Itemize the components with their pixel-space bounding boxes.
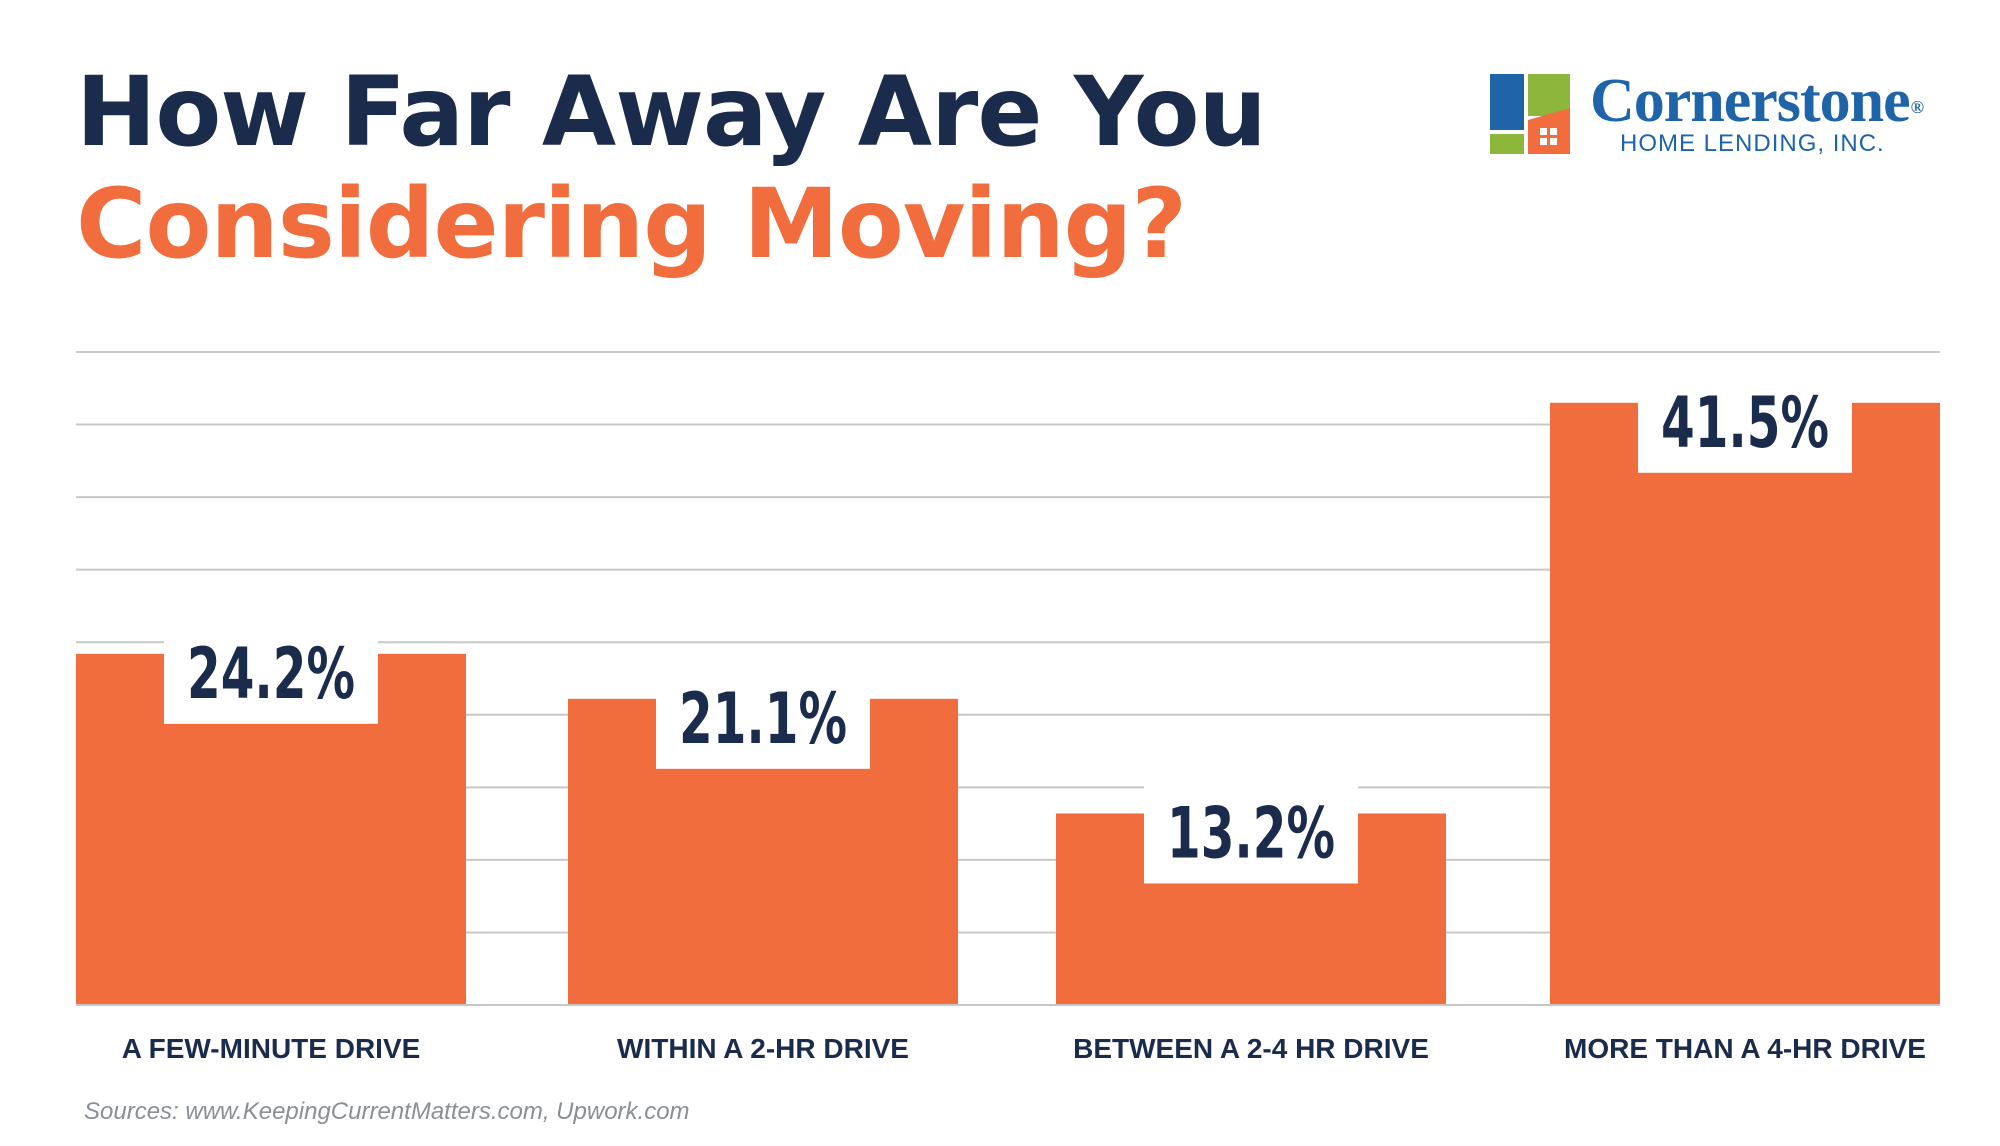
category-label: A FEW-MINUTE DRIVE	[122, 1033, 421, 1064]
bars: 24.2% 21.1% 13.2% 41.5%	[76, 372, 1940, 1005]
data-label: 21.1%	[679, 678, 847, 760]
data-label-box	[1144, 783, 1358, 884]
data-label-box	[656, 668, 870, 769]
logo-subtitle: HOME LENDING, INC.	[1620, 130, 1885, 157]
category-label: MORE THAN A 4-HR DRIVE	[1564, 1033, 1926, 1064]
title-line-2: Considering Moving?	[76, 168, 1187, 280]
data-label: 24.2%	[187, 633, 355, 715]
category-label: BETWEEN A 2-4 HR DRIVE	[1073, 1033, 1429, 1064]
bar-chart: 24.2% 21.1% 13.2% 41.5% A FEW-MINUTE DRIVE W…	[76, 351, 1940, 1064]
chart-title: How Far Away Are You Considering Moving?	[76, 56, 1267, 280]
category-label: WITHIN A 2-HR DRIVE	[617, 1033, 909, 1064]
data-label-box	[1638, 372, 1852, 473]
house-logo-icon	[1490, 74, 1570, 154]
data-label: 41.5%	[1661, 382, 1829, 464]
cornerstone-logo: Cornerstone® HOME LENDING, INC.	[1490, 67, 1950, 162]
data-label: 13.2%	[1167, 792, 1335, 874]
source-note: Sources: www.KeepingCurrentMatters.com, …	[84, 1098, 690, 1125]
title-line-1: How Far Away Are You	[76, 56, 1267, 168]
category-labels: A FEW-MINUTE DRIVE WITHIN A 2-HR DRIVE BET…	[122, 1033, 1926, 1064]
bar-4	[1550, 402, 1940, 1005]
logo-brand-name: Cornerstone®	[1590, 67, 1924, 135]
data-label-box	[164, 623, 378, 724]
